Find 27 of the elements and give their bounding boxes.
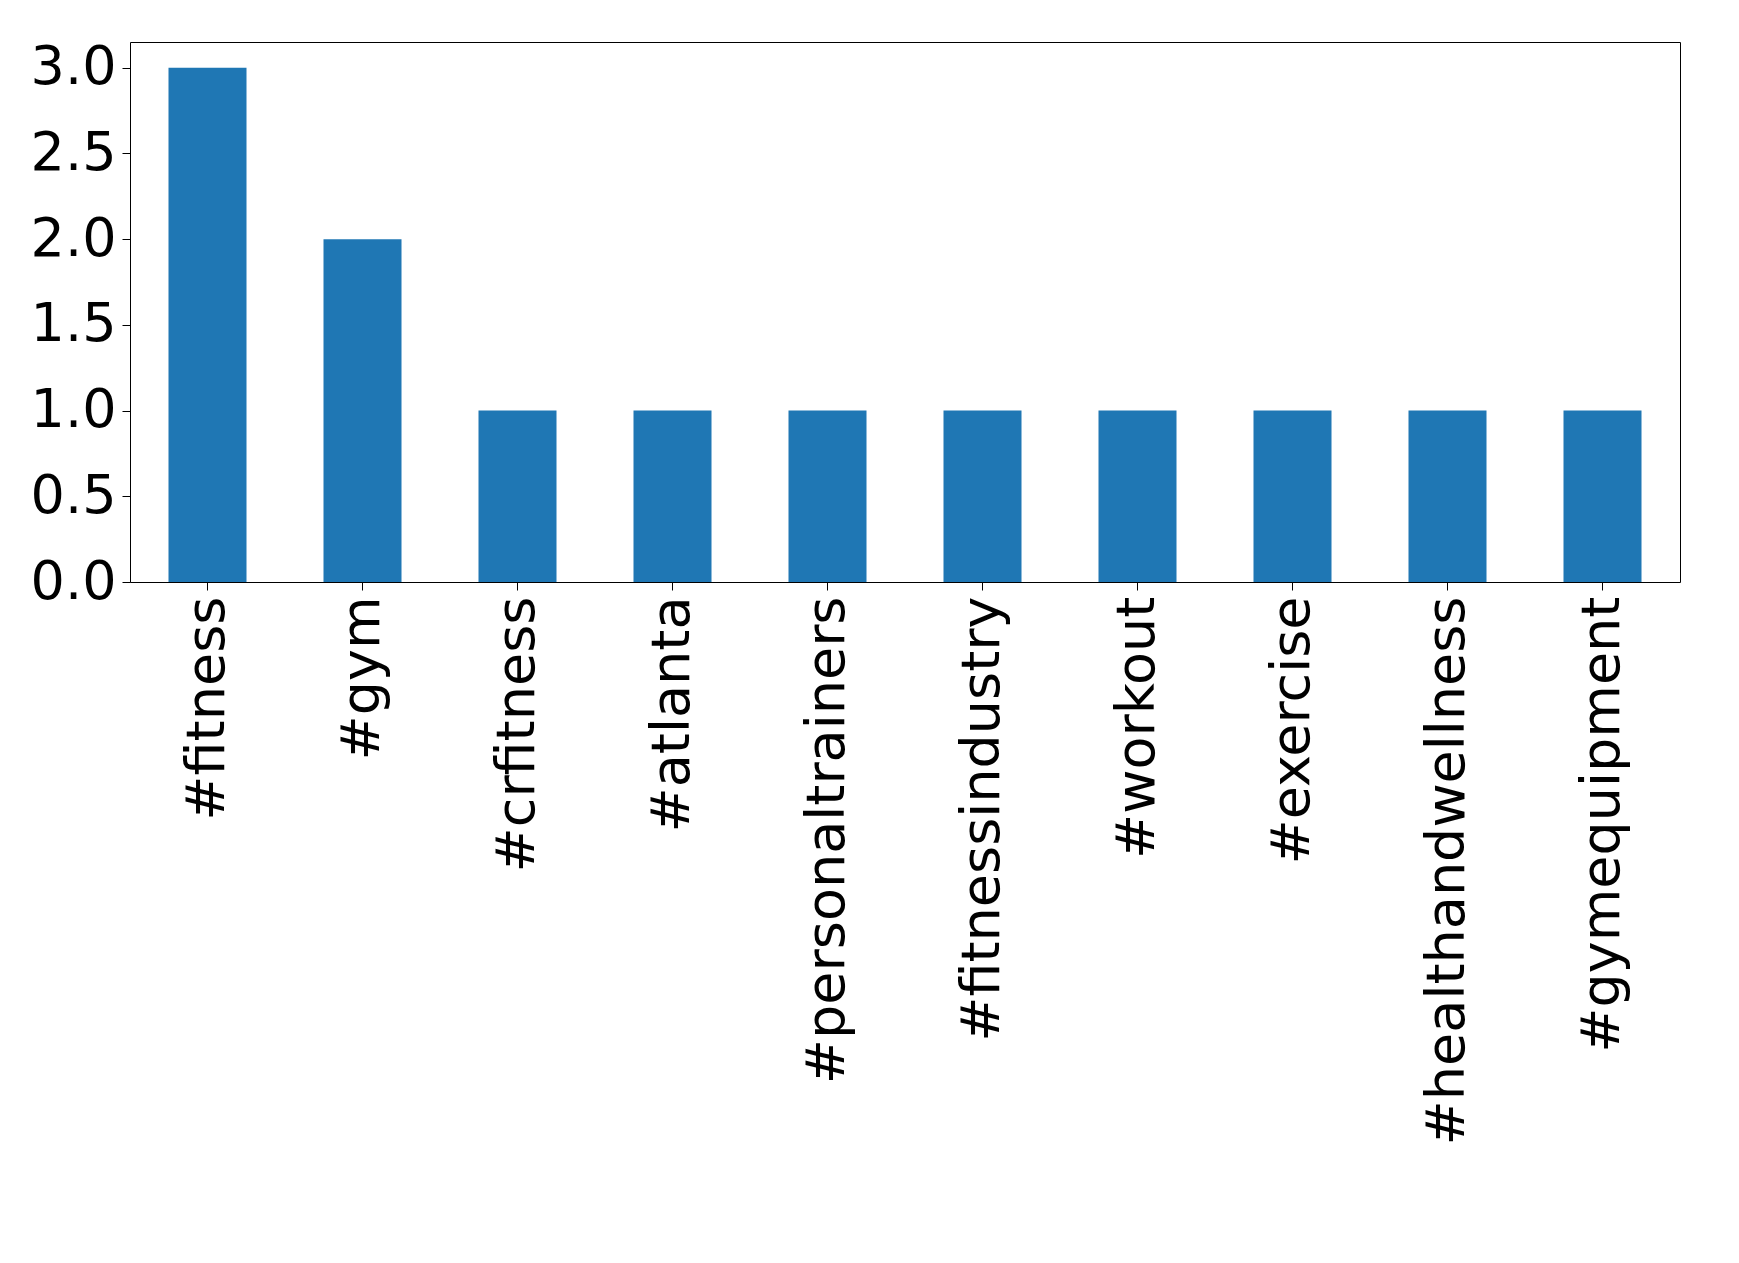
y-tick-label: 2.0 xyxy=(30,205,117,269)
bar xyxy=(1408,410,1487,582)
bar xyxy=(943,410,1022,582)
x-tick-label: #crfitness xyxy=(483,596,547,873)
y-tick-label: 3.0 xyxy=(30,34,117,98)
y-tick-label: 1.0 xyxy=(30,377,117,441)
bar xyxy=(1098,410,1177,582)
x-tick-label: #exercise xyxy=(1258,596,1322,865)
bar xyxy=(478,410,557,582)
bar xyxy=(323,239,402,582)
y-tick-label: 1.5 xyxy=(30,291,117,355)
x-tick-label: #fitnessindustry xyxy=(948,596,1012,1042)
y-tick-label: 0.5 xyxy=(30,462,117,526)
bar xyxy=(1563,410,1642,582)
bar xyxy=(788,410,867,582)
x-tick-label: #workout xyxy=(1103,596,1167,859)
bar xyxy=(1253,410,1332,582)
x-tick-label: #personaltrainers xyxy=(793,596,857,1085)
bar xyxy=(633,410,712,582)
x-tick-label: #fitness xyxy=(173,596,237,821)
y-tick-label: 0.0 xyxy=(30,548,117,612)
x-tick-label: #gymequipment xyxy=(1568,596,1632,1053)
y-tick-label: 2.5 xyxy=(30,119,117,183)
x-tick-label: #gym xyxy=(328,596,392,761)
bar xyxy=(168,67,247,582)
x-tick-label: #healthandwellness xyxy=(1413,596,1477,1146)
x-tick-label: #atlanta xyxy=(638,596,702,833)
